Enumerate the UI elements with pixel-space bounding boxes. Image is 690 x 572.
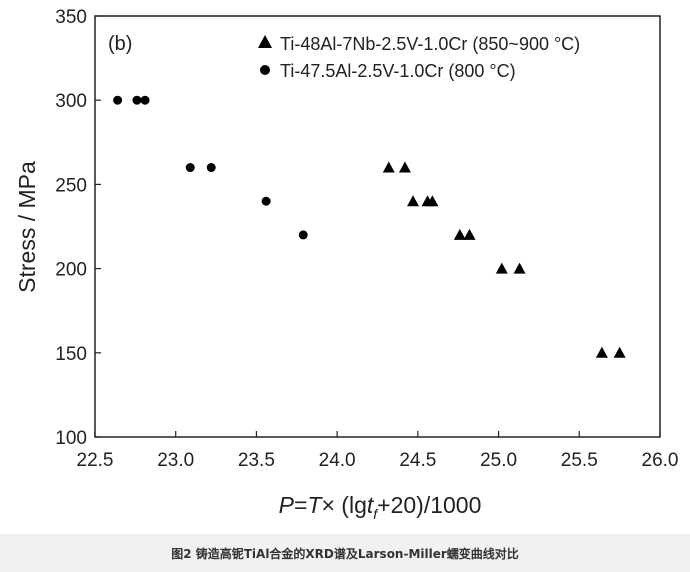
triangle-point [613, 346, 626, 358]
triangle-point [495, 262, 508, 274]
legend-marker-triangle [258, 35, 272, 48]
triangle-point [426, 195, 439, 207]
y-tick-label: 250 [55, 175, 87, 196]
data-points [113, 95, 626, 358]
circle-point [261, 196, 271, 206]
y-tick-label: 100 [55, 428, 87, 449]
circle-point [206, 163, 216, 173]
circle-point [298, 230, 308, 240]
x-tick-label: 25.0 [480, 450, 517, 471]
x-title-t2: t [367, 492, 375, 518]
x-title-close: +20)/1000 [377, 492, 481, 518]
triangle-point [463, 228, 476, 240]
y-tick-label: 350 [55, 7, 87, 28]
legend-label-series-2: Ti-47.5Al-2.5V-1.0Cr (800 °C) [280, 61, 516, 81]
triangle-point [595, 346, 608, 358]
x-tick-label: 25.5 [561, 450, 598, 471]
x-title-times: × [321, 492, 334, 518]
y-tick-label: 150 [55, 344, 87, 365]
legend: Ti-48Al-7Nb-2.5V-1.0Cr (850~900 °C) Ti-4… [258, 34, 580, 81]
legend-label-series-1: Ti-48Al-7Nb-2.5V-1.0Cr (850~900 °C) [280, 34, 580, 54]
x-tick-label: 22.5 [77, 450, 114, 471]
triangle-point [382, 161, 395, 173]
x-title-open: (lg [335, 492, 367, 518]
circle-point [132, 95, 142, 105]
caption-bar: 图2 铸造高铌TiAl合金的XRD谱及Larson-Miller蠕变曲线对比 [0, 534, 690, 572]
x-title-eq: = [294, 492, 307, 518]
panel-label: (b) [108, 33, 132, 55]
triangle-point [407, 195, 420, 207]
x-tick-label: 23.0 [157, 450, 194, 471]
scatter-plot: 22.5 23.0 23.5 24.0 24.5 25.0 25.5 26.0 100 150 20… [14, 7, 678, 522]
x-tick-label: 26.0 [642, 450, 679, 471]
x-title-p: P [279, 492, 295, 518]
triangle-point [398, 161, 411, 173]
x-tick-label: 24.0 [319, 450, 356, 471]
x-axis-title: P=T× (lgtf+20)/1000 [279, 492, 482, 522]
x-tick-label: 23.5 [238, 450, 275, 471]
y-tick-label: 300 [55, 91, 87, 112]
circle-point [140, 95, 150, 105]
x-title-sub-f: f [373, 506, 379, 522]
triangle-point [513, 262, 526, 274]
triangle-point [453, 228, 466, 240]
y-axis-title: Stress / MPa [14, 161, 40, 293]
x-title-t: T [307, 492, 323, 518]
circle-point [185, 163, 195, 173]
figure-caption: 图2 铸造高铌TiAl合金的XRD谱及Larson-Miller蠕变曲线对比 [171, 546, 519, 561]
legend-marker-circle [260, 65, 270, 75]
plot-area-frame [94, 15, 661, 438]
x-tick-label: 24.5 [399, 450, 436, 471]
axis-ticks: 22.5 23.0 23.5 24.0 24.5 25.0 25.5 26.0 100 150 20… [55, 7, 678, 471]
y-tick-label: 200 [55, 260, 87, 281]
circle-point [113, 95, 123, 105]
